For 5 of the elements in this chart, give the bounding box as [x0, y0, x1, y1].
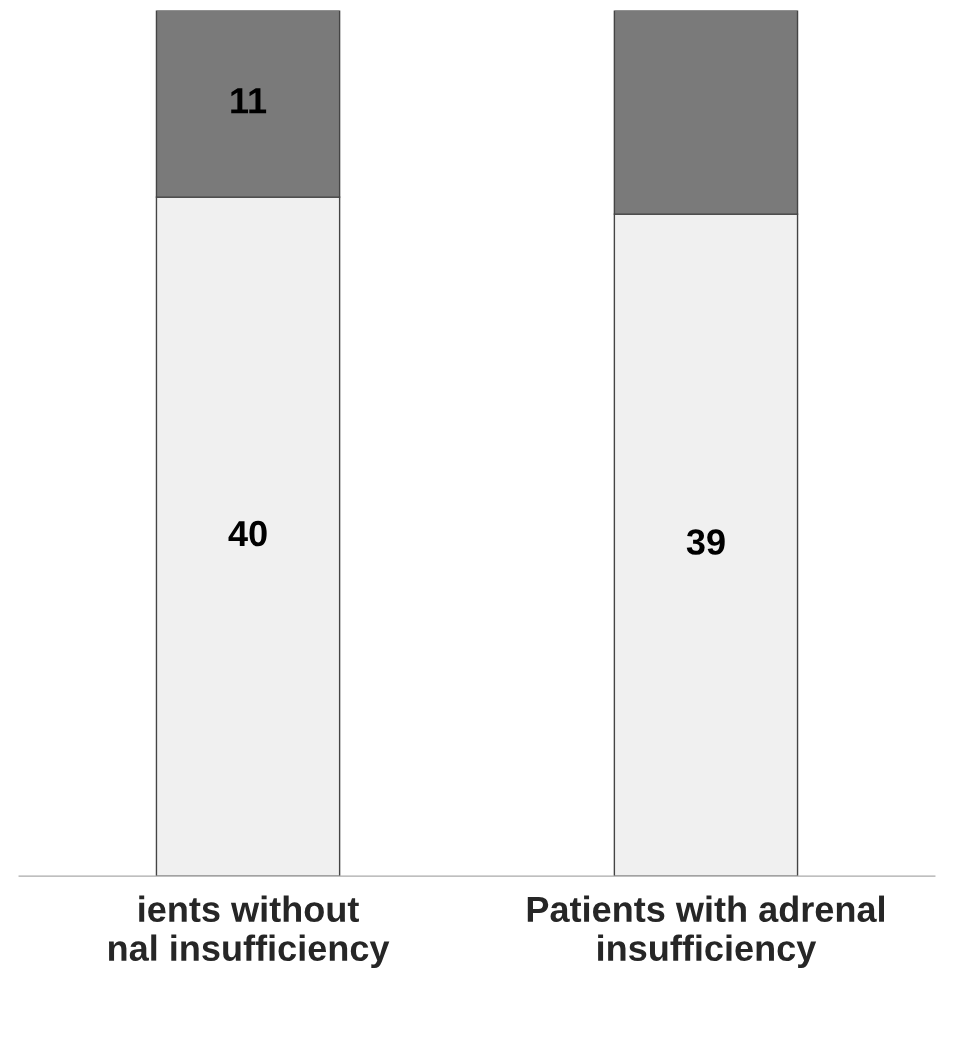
data-label: 40 [228, 520, 267, 547]
x-tick-label: Patients with adrenal insufficiency [527, 895, 885, 969]
data-label: 11 [231, 88, 267, 114]
x-tick-label: ients without nal insufficiency [108, 895, 390, 969]
data-label: 39 [686, 529, 725, 555]
